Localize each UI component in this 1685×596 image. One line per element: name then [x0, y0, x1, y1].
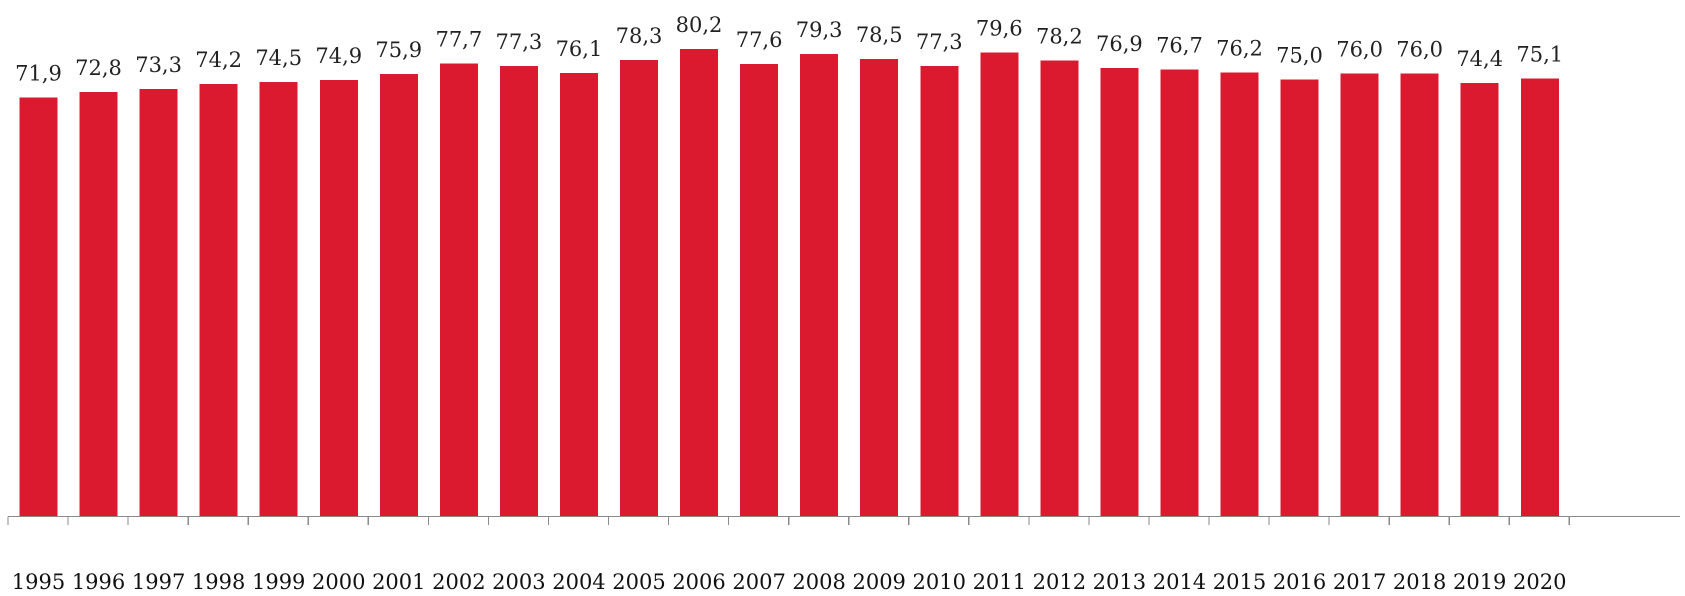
tick-label-2014: 2014 [1153, 570, 1206, 594]
value-label-2001: 75,9 [375, 38, 422, 62]
bar-2017 [1340, 73, 1379, 517]
bar-2010 [920, 65, 959, 516]
bars-group [19, 49, 1559, 517]
value-label-2000: 74,9 [315, 44, 362, 68]
bar-2019 [1460, 82, 1499, 517]
tick-label-2012: 2012 [1033, 570, 1086, 594]
value-label-2009: 78,5 [856, 23, 903, 47]
bar-2000 [319, 79, 358, 517]
value-label-2013: 76,9 [1096, 32, 1143, 56]
tick-label-2004: 2004 [552, 570, 605, 594]
bar-2006 [680, 49, 719, 516]
value-label-2004: 76,1 [556, 37, 603, 61]
bar-2003 [499, 65, 538, 516]
bar-2008 [800, 54, 839, 517]
x-axis: 1995 1996 1997 1998 1999 2000 2001 2002 2003 2004… [7, 515, 1680, 594]
value-label-1998: 74,2 [195, 48, 242, 72]
tick-label-2011: 2011 [973, 570, 1026, 594]
bar-2011 [980, 52, 1019, 517]
value-label-1999: 74,5 [255, 46, 302, 70]
bar-1995 [19, 97, 58, 516]
value-label-2005: 78,3 [616, 24, 663, 48]
tick-label-2009: 2009 [852, 570, 905, 594]
tick-label-2017: 2017 [1333, 570, 1386, 594]
bar-1998 [199, 83, 238, 516]
tick-label-2019: 2019 [1453, 570, 1506, 594]
tick-label-2000: 2000 [312, 570, 365, 594]
tick-label-2015: 2015 [1213, 570, 1266, 594]
bar-1996 [79, 92, 118, 516]
value-label-2014: 76,7 [1156, 33, 1203, 57]
value-label-2015: 76,2 [1216, 36, 1263, 60]
value-label-2012: 78,2 [1036, 25, 1083, 49]
value-label-2016: 75,0 [1276, 43, 1323, 67]
value-label-2020: 75,1 [1516, 43, 1563, 67]
bar-2013 [1100, 68, 1139, 516]
tick-label-2018: 2018 [1393, 570, 1446, 594]
tick-label-2007: 2007 [732, 570, 785, 594]
value-label-2018: 76,0 [1396, 37, 1443, 61]
tick-label-2016: 2016 [1273, 570, 1326, 594]
bar-2018 [1400, 73, 1439, 517]
bar-2009 [860, 58, 899, 517]
bar-2007 [740, 64, 779, 516]
bar-2015 [1220, 72, 1259, 516]
value-label-1996: 72,8 [75, 56, 122, 80]
bar-2001 [379, 74, 418, 516]
bar-2020 [1520, 78, 1559, 516]
bar-2005 [620, 60, 658, 517]
bar-2014 [1160, 69, 1199, 516]
tick-label-2003: 2003 [492, 570, 545, 594]
value-label-1995: 71,9 [15, 61, 62, 85]
bar-1997 [139, 89, 178, 517]
bar-2004 [559, 72, 598, 517]
value-label-2011: 79,6 [976, 16, 1023, 40]
bar-2016 [1280, 79, 1319, 516]
value-label-2019: 74,4 [1456, 47, 1503, 71]
tick-label-1995: 1995 [12, 570, 65, 594]
value-label-2010: 77,3 [916, 30, 963, 54]
value-label-2007: 77,6 [736, 28, 783, 52]
bar-1999 [259, 82, 298, 516]
tick-label-2013: 2013 [1093, 570, 1146, 594]
tick-label-2001: 2001 [372, 570, 425, 594]
tick-label-2006: 2006 [672, 570, 725, 594]
value-label-2017: 76,0 [1336, 37, 1383, 61]
value-label-2003: 77,3 [496, 30, 543, 54]
value-labels-group: 71,9 72,8 73,3 74,2 74,5 74,9 75,9 77,7 77,3 76,1… [15, 13, 1563, 85]
tick-label-2010: 2010 [913, 570, 966, 594]
tick-label-1999: 1999 [252, 570, 305, 594]
tick-label-1997: 1997 [132, 570, 185, 594]
bar-2012 [1040, 60, 1079, 517]
x-axis-ticks [7, 516, 1570, 525]
tick-label-2005: 2005 [612, 570, 665, 594]
tick-label-1998: 1998 [192, 570, 245, 594]
value-label-2002: 77,7 [435, 28, 482, 52]
bar-2002 [439, 63, 478, 517]
value-label-2006: 80,2 [676, 13, 723, 37]
value-label-1997: 73,3 [135, 53, 182, 77]
value-label-2008: 79,3 [796, 18, 843, 42]
tick-label-2020: 2020 [1513, 570, 1566, 594]
tick-label-1996: 1996 [72, 570, 125, 594]
x-axis-tick-labels: 1995 1996 1997 1998 1999 2000 2001 2002 2003 2004… [12, 570, 1567, 594]
tick-label-2002: 2002 [432, 570, 485, 594]
tick-label-2008: 2008 [792, 570, 845, 594]
